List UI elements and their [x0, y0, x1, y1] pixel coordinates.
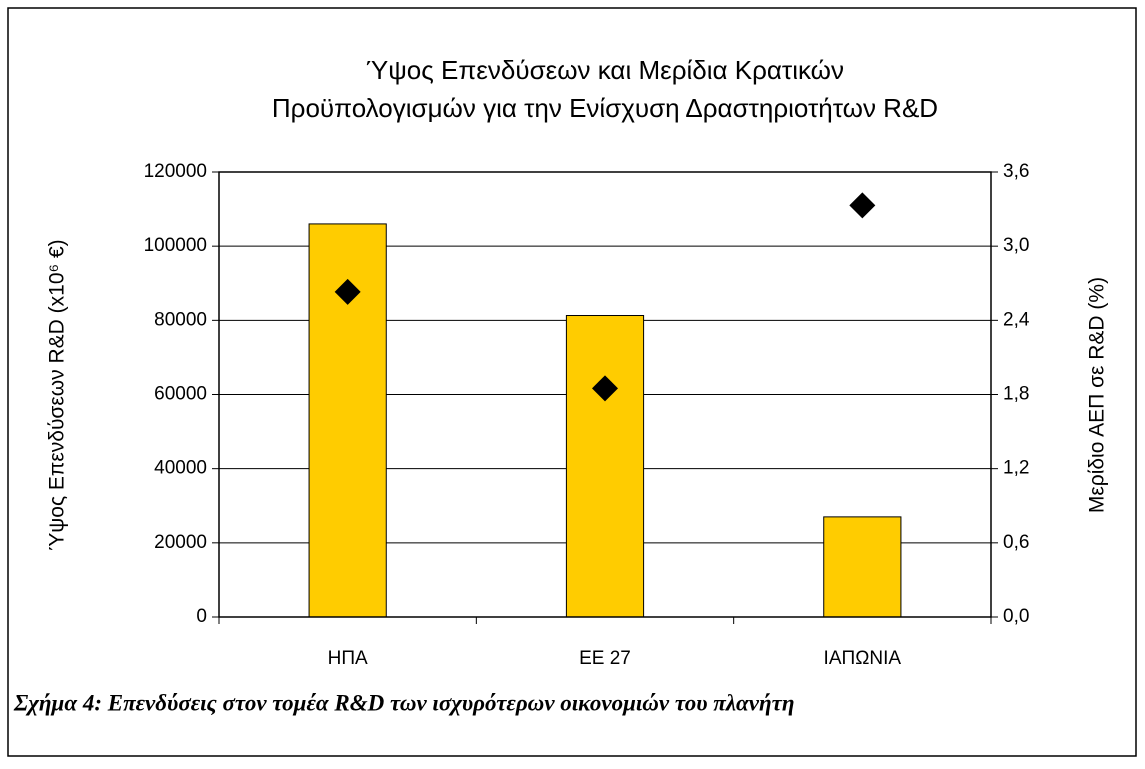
- diamond-marker: [334, 278, 361, 305]
- y-tick-label: 120000: [144, 161, 207, 182]
- caption: Σχήμα 4: Επενδύσεις στον τομέα R&D των ι…: [13, 690, 794, 715]
- x-tick-label: ΕΕ 27: [579, 648, 631, 669]
- y-tick-label: 100000: [144, 235, 207, 256]
- chart-title: Προϋπολογισμών για την Ενίσχυση Δραστηρι…: [272, 93, 938, 123]
- y-tick-label: 0: [196, 606, 207, 627]
- diamond-marker: [849, 192, 876, 219]
- y-tick-label: 20000: [154, 532, 207, 553]
- plot-border: [218, 171, 992, 618]
- y2-tick-label: 3,0: [1003, 235, 1029, 256]
- bar: [823, 516, 902, 618]
- y2-tick-label: 0,0: [1003, 606, 1029, 627]
- y-axis-label: Ύψος Επενδύσεων R&D (x10⁶ €): [46, 239, 69, 550]
- x-tick-label: ΙΑΠΩΝΙΑ: [824, 648, 902, 669]
- y2-tick-label: 1,8: [1003, 384, 1029, 405]
- y2-tick-label: 1,2: [1003, 458, 1029, 479]
- diamond-marker: [592, 375, 618, 402]
- y2-tick-label: 3,6: [1003, 161, 1029, 182]
- y-tick-label: 60000: [154, 384, 207, 405]
- y2-axis-label: Μερίδιο ΑΕΠ σε R&D (%): [1086, 277, 1109, 513]
- chart-title: Ύψος Επενδύσεων και Μερίδια Κρατικών: [366, 55, 844, 85]
- y2-tick-label: 0,6: [1003, 532, 1029, 553]
- frame: [7, 7, 1137, 757]
- y-tick-label: 80000: [154, 309, 207, 330]
- x-tick-label: ΗΠΑ: [328, 648, 368, 669]
- bar: [565, 315, 645, 618]
- y2-tick-label: 2,4: [1003, 309, 1030, 330]
- y-tick-label: 40000: [154, 458, 207, 479]
